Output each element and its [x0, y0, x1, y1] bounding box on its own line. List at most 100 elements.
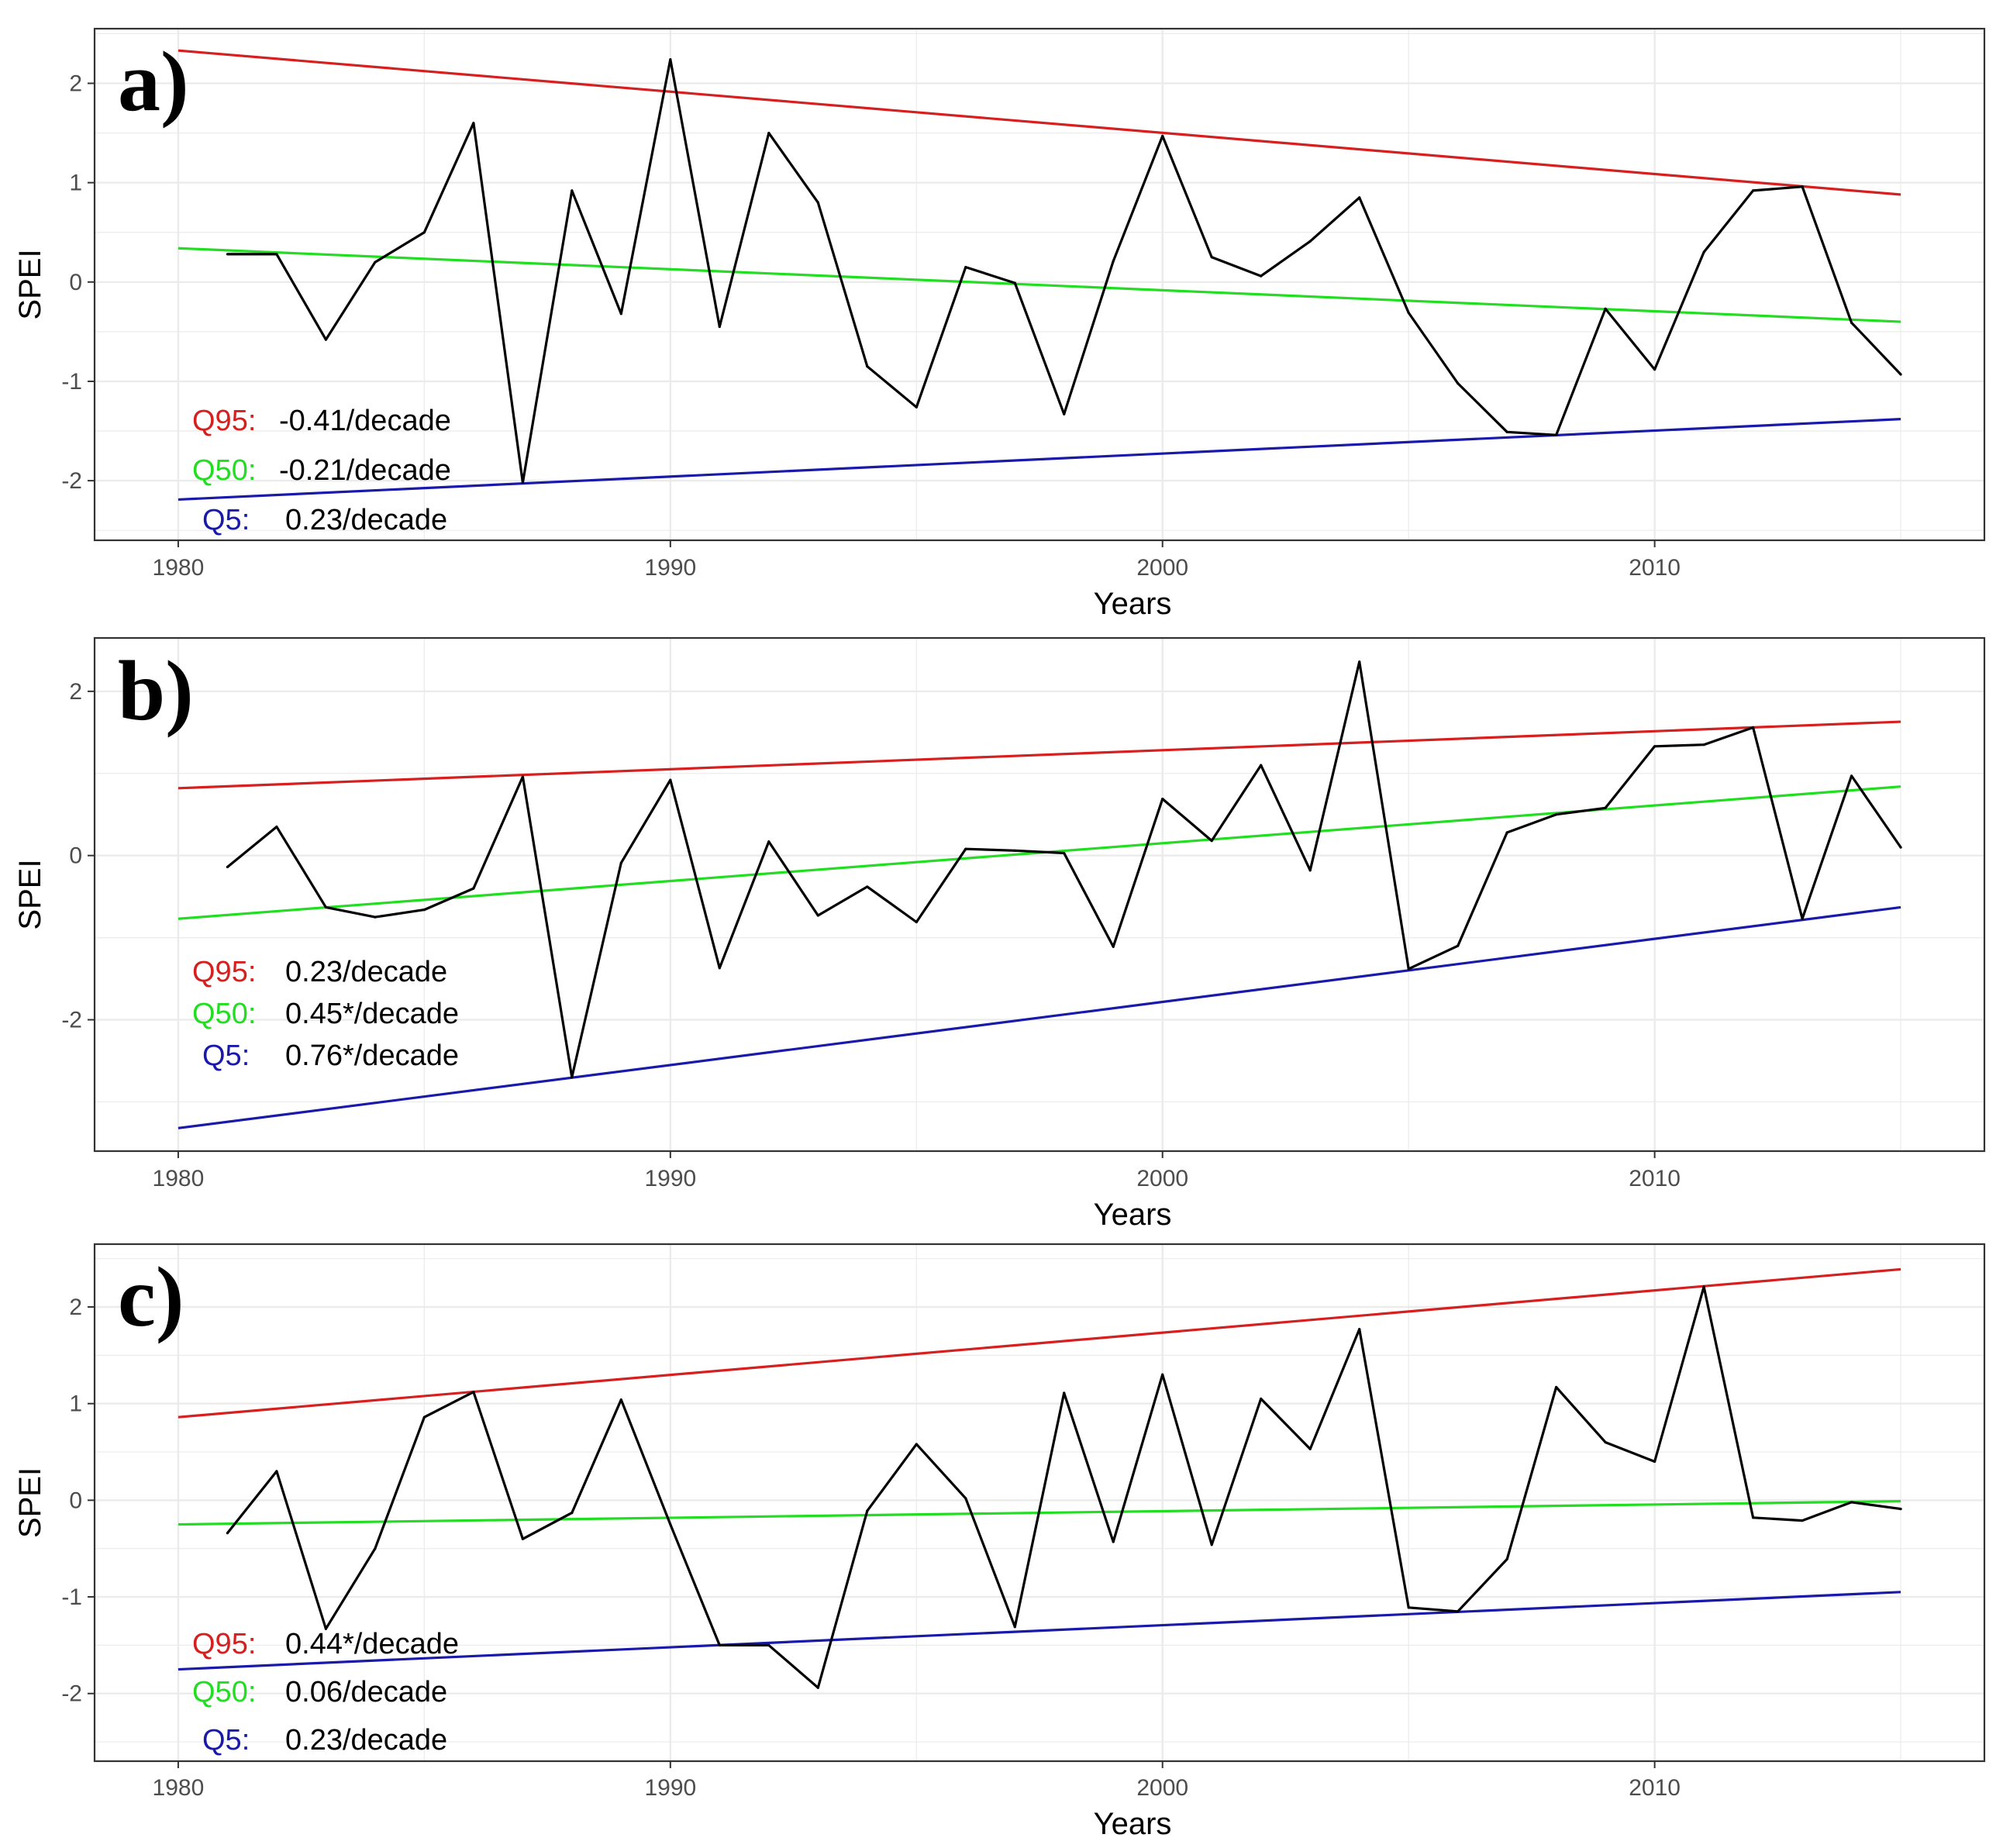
plot-background: [95, 638, 1984, 1151]
spei-data-point: [571, 1076, 574, 1079]
spei-data-point: [1653, 1460, 1657, 1464]
panel-label: b): [118, 643, 194, 738]
spei-data-point: [1407, 311, 1410, 315]
spei-data-point: [422, 1415, 426, 1419]
spei-data-point: [374, 1547, 377, 1550]
q95-trend-line: [178, 49, 1901, 196]
spei-data-point: [1358, 196, 1361, 199]
spei-data-point: [1604, 307, 1607, 310]
panel-label: c): [118, 1250, 184, 1344]
y-tick-label: 0: [69, 843, 82, 869]
q95-annotation-label: Q95:: [192, 1628, 256, 1660]
spei-data-point: [1161, 1373, 1164, 1376]
x-tick-label: 2000: [1136, 555, 1188, 581]
spei-data-point: [1604, 1440, 1607, 1444]
y-tick-label: -1: [61, 1584, 82, 1610]
panel-border: [93, 636, 1986, 1153]
spei-data-point: [1555, 433, 1558, 436]
y-axis-title: SPEI: [13, 859, 47, 929]
y-tick-label: 2: [69, 679, 82, 705]
spei-data-point: [816, 914, 819, 917]
y-tick-label: -2: [61, 468, 82, 494]
spei-data-point: [1210, 1543, 1213, 1546]
spei-data-point: [1751, 726, 1755, 729]
panel-border: [93, 1243, 1986, 1763]
y-tick-label: 2: [69, 1295, 82, 1320]
x-tick-label: 1980: [153, 1775, 205, 1801]
spei-data-point: [866, 885, 869, 888]
spei-data-point: [964, 265, 967, 269]
x-tick-label: 2000: [1136, 1166, 1188, 1191]
panel-a: -2 -1 0 1 2 1980 1990 2000 2010 a) Q95: -0.41/decad…: [13, 27, 1986, 621]
spei-data-point: [226, 1532, 229, 1535]
x-tick-label: 1990: [644, 1166, 696, 1191]
spei-data-point: [1013, 1626, 1016, 1629]
spei-data-point: [1505, 831, 1508, 834]
spei-data-point: [669, 1522, 672, 1526]
q5-annotation-value: 0.23/decade: [285, 504, 447, 536]
q5-trend-line: [178, 418, 1901, 502]
spei-data-point: [1850, 321, 1853, 324]
q50-annotation-label: Q50:: [192, 998, 256, 1030]
x-axis-title: Years: [1094, 1198, 1172, 1232]
x-tick-label: 2010: [1629, 555, 1681, 581]
spei-data-point: [718, 967, 721, 970]
spei-data-point: [1112, 260, 1115, 263]
x-tick-label: 1980: [153, 1166, 205, 1191]
spei-data-point: [324, 905, 328, 909]
spei-data-point: [1358, 660, 1361, 664]
spei-data-point: [1308, 240, 1312, 243]
spei-data-point: [1702, 1285, 1705, 1288]
spei-data-point: [718, 325, 721, 329]
y-tick-label: 1: [69, 1391, 82, 1417]
spei-data-point: [915, 1443, 918, 1446]
spei-data-point: [472, 887, 475, 890]
y-axis-title: SPEI: [13, 249, 47, 319]
spei-data-point: [422, 231, 426, 234]
spei-data-point: [571, 189, 574, 192]
spei-data-point: [1801, 917, 1804, 920]
spei-data-point: [1457, 944, 1460, 947]
spei-data-point: [1505, 430, 1508, 433]
spei-data-point: [866, 365, 869, 368]
spei-data-point: [915, 405, 918, 409]
spei-data-point: [275, 826, 278, 829]
spei-data-point: [718, 1643, 721, 1646]
spei-data-point: [619, 312, 622, 315]
q5-annotation-value: 0.23/decade: [285, 1724, 447, 1757]
x-tick-label: 2010: [1629, 1166, 1681, 1191]
spei-data-point: [816, 1686, 819, 1689]
q95-trend-line: [178, 720, 1901, 790]
y-tick-label: -1: [61, 369, 82, 395]
spei-data-point: [1801, 185, 1804, 188]
spei-data-point: [275, 253, 278, 256]
spei-data-point: [1210, 840, 1213, 843]
spei-data-point: [1801, 1519, 1804, 1522]
spei-data-point: [1899, 846, 1902, 849]
spei-data-point: [619, 1398, 622, 1402]
spei-data-point: [472, 1391, 475, 1394]
spei-data-point: [1407, 1606, 1410, 1609]
x-tick-label: 1990: [644, 555, 696, 581]
x-tick-label: 2010: [1629, 1775, 1681, 1801]
y-tick-label: 0: [69, 270, 82, 295]
q95-trend-line: [178, 1267, 1901, 1419]
q95-annotation-value: 0.23/decade: [285, 956, 447, 988]
spei-data-point: [619, 861, 622, 864]
spei-data-point: [1850, 774, 1853, 777]
q95-annotation-value: -0.41/decade: [279, 405, 451, 437]
q50-trend-line: [178, 247, 1901, 323]
q95-annotation-label: Q95:: [192, 405, 256, 437]
panel-b: -2 0 2 1980 1990 2000 2010 b) Q95: 0.23/decade Q50…: [13, 636, 1986, 1232]
spei-data-point: [1751, 1516, 1755, 1519]
spei-data-point: [1260, 1397, 1263, 1401]
panel-label: a): [118, 34, 189, 129]
y-axis-title: SPEI: [13, 1467, 47, 1538]
spei-data-point: [1457, 1610, 1460, 1613]
spei-data-point: [1653, 367, 1657, 371]
spei-data-point: [1112, 1540, 1115, 1543]
q95-annotation-value: 0.44*/decade: [285, 1628, 459, 1660]
spei-data-point: [324, 1627, 328, 1630]
y-tick-label: 1: [69, 171, 82, 196]
